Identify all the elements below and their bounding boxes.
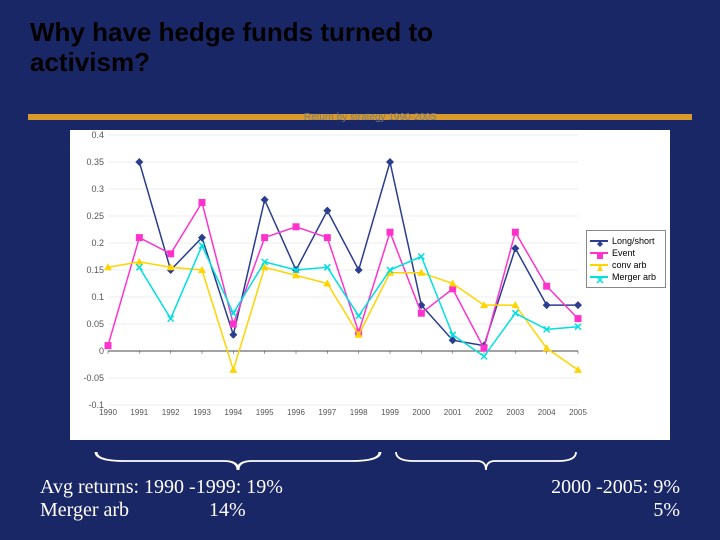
y-axis-labels: -0.1-0.0500.050.10.150.20.250.30.350.4 bbox=[72, 135, 106, 405]
legend-item: Event bbox=[590, 248, 662, 258]
x-axis-labels: 1990199119921993199419951996199719981999… bbox=[108, 408, 578, 422]
footer-left-line1: Avg returns: 1990 -1999: 19% bbox=[40, 476, 283, 499]
x-tick-label: 1990 bbox=[99, 408, 117, 417]
y-tick-label: 0.1 bbox=[91, 292, 104, 302]
footer-right-line1: 2000 -2005: 9% bbox=[551, 476, 680, 499]
x-tick-label: 2003 bbox=[506, 408, 524, 417]
legend-item: Merger arb bbox=[590, 272, 662, 282]
x-tick-label: 1996 bbox=[287, 408, 305, 417]
x-tick-label: 2001 bbox=[444, 408, 462, 417]
legend-item: conv arb bbox=[590, 260, 662, 270]
y-tick-label: -0.05 bbox=[83, 373, 104, 383]
y-tick-label: 0.4 bbox=[91, 130, 104, 140]
footer-left: Avg returns: 1990 -1999: 19% Merger arb … bbox=[40, 476, 283, 522]
footer-right: 2000 -2005: 9% 5% bbox=[551, 476, 680, 522]
x-tick-label: 1998 bbox=[350, 408, 368, 417]
y-tick-label: 0.15 bbox=[86, 265, 104, 275]
brace-left bbox=[96, 452, 380, 470]
chart-plot bbox=[108, 135, 578, 405]
footer-right-line2: 5% bbox=[551, 499, 680, 522]
y-tick-label: 0 bbox=[99, 346, 104, 356]
x-tick-label: 1991 bbox=[130, 408, 148, 417]
x-tick-label: 1993 bbox=[193, 408, 211, 417]
x-tick-label: 1999 bbox=[381, 408, 399, 417]
x-tick-label: 2000 bbox=[412, 408, 430, 417]
x-tick-label: 1997 bbox=[318, 408, 336, 417]
x-tick-label: 1994 bbox=[224, 408, 242, 417]
chart-container: Return by strategy 1990-2005 -0.1-0.0500… bbox=[70, 130, 670, 440]
brace-right bbox=[396, 452, 576, 470]
x-tick-label: 1995 bbox=[256, 408, 274, 417]
slide: Why have hedge funds turned to activism?… bbox=[0, 0, 720, 540]
slide-title: Why have hedge funds turned to activism? bbox=[30, 18, 690, 78]
y-tick-label: 0.2 bbox=[91, 238, 104, 248]
footer-left-line2: Merger arb 14% bbox=[40, 499, 283, 522]
y-tick-label: 0.35 bbox=[86, 157, 104, 167]
x-tick-label: 2005 bbox=[569, 408, 587, 417]
x-tick-label: 2004 bbox=[538, 408, 556, 417]
x-tick-label: 1992 bbox=[162, 408, 180, 417]
chart-legend: Long/short Event conv arb Merger arb bbox=[586, 230, 666, 288]
x-tick-label: 2002 bbox=[475, 408, 493, 417]
chart-title: Return by strategy 1990-2005 bbox=[304, 112, 436, 123]
title-line2: activism? bbox=[30, 48, 690, 78]
chart-svg bbox=[108, 135, 578, 405]
y-tick-label: 0.25 bbox=[86, 211, 104, 221]
title-line1: Why have hedge funds turned to bbox=[30, 18, 690, 48]
legend-item: Long/short bbox=[590, 236, 662, 246]
y-tick-label: 0.3 bbox=[91, 184, 104, 194]
y-tick-label: 0.05 bbox=[86, 319, 104, 329]
